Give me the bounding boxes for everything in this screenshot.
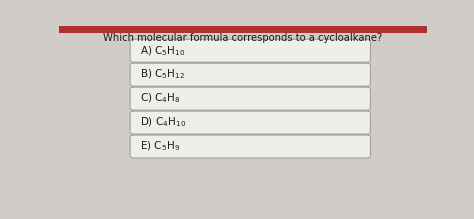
Text: C) $\mathregular{C_4H_8}$: C) $\mathregular{C_4H_8}$ <box>140 92 181 105</box>
FancyBboxPatch shape <box>130 111 370 134</box>
Text: D) $\mathregular{C_4H_{10}}$: D) $\mathregular{C_4H_{10}}$ <box>140 116 186 129</box>
FancyBboxPatch shape <box>130 39 370 62</box>
FancyBboxPatch shape <box>130 87 370 110</box>
FancyBboxPatch shape <box>130 63 370 86</box>
FancyBboxPatch shape <box>130 135 370 158</box>
Text: Which molecular formula corresponds to a cycloalkane?: Which molecular formula corresponds to a… <box>103 33 383 43</box>
Text: E) $\mathregular{C_5H_9}$: E) $\mathregular{C_5H_9}$ <box>140 140 180 153</box>
Text: A) $\mathregular{C_5H_{10}}$: A) $\mathregular{C_5H_{10}}$ <box>140 44 185 58</box>
Text: B) $\mathregular{C_5H_{12}}$: B) $\mathregular{C_5H_{12}}$ <box>140 68 185 81</box>
Bar <box>59 26 427 33</box>
